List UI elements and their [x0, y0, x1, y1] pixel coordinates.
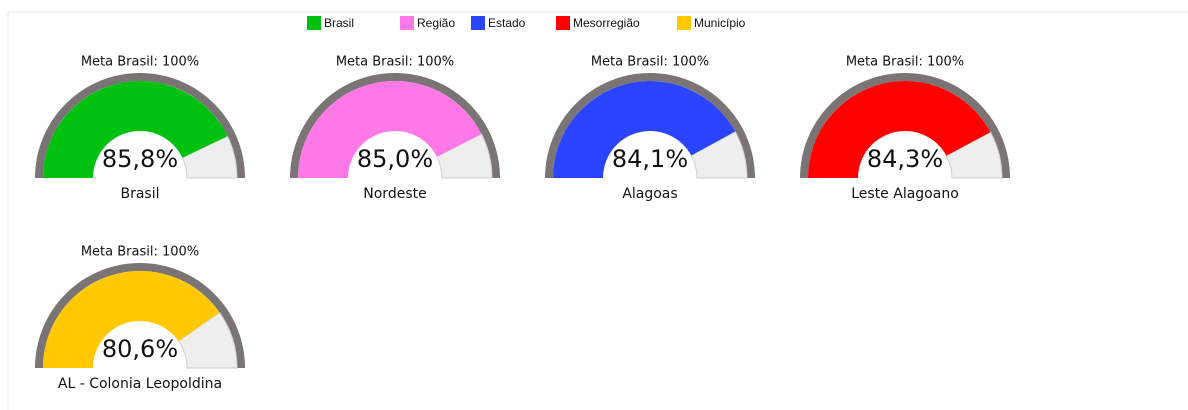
legend-label: Estado	[488, 16, 526, 30]
gauge-ring	[545, 73, 755, 179]
gauge-title: Meta Brasil: 100%	[336, 55, 454, 70]
legend-swatch	[677, 16, 691, 30]
gauge-ring	[800, 73, 1010, 179]
gauge-value-arc	[807, 80, 991, 178]
legend-swatch	[307, 16, 321, 30]
gauge-title: Meta Brasil: 100%	[846, 55, 964, 70]
gauge-value-label: 84,1%	[612, 145, 688, 173]
gauge-value-label: 84,3%	[867, 145, 943, 173]
gauge-category: Nordeste	[363, 186, 426, 202]
legend-label: Município	[694, 16, 746, 30]
legend-swatch	[400, 16, 414, 30]
gauge-title: Meta Brasil: 100%	[591, 55, 709, 70]
gauge-remainder	[436, 133, 493, 179]
gauge-category: AL - Colonia Leopoldina	[58, 376, 222, 392]
gauge-remainder	[177, 311, 238, 369]
gauge-category: Alagoas	[622, 186, 677, 202]
legend-swatch	[556, 16, 570, 30]
gauge-value-arc	[43, 270, 220, 368]
gauge-remainder	[690, 130, 748, 179]
gauge-value-label: 80,6%	[102, 335, 178, 363]
legend-swatch	[471, 16, 485, 30]
gauge-value-label: 85,8%	[102, 145, 178, 173]
legend-label: Mesorregião	[573, 16, 640, 30]
gauge-title: Meta Brasil: 100%	[81, 55, 199, 70]
gauge-ring	[290, 73, 500, 179]
gauge-value-label: 85,0%	[357, 145, 433, 173]
gauge-remainder	[181, 135, 238, 179]
gauge-value-arc	[298, 80, 482, 178]
gauge-ring	[35, 263, 245, 369]
gauge-remainder	[945, 131, 1003, 179]
gauge-category: Brasil	[120, 186, 159, 202]
gauge-value-arc	[553, 80, 736, 178]
frame	[7, 11, 1188, 410]
gauge-title: Meta Brasil: 100%	[81, 245, 199, 260]
gauge-ring	[35, 73, 245, 179]
gauge-category: Leste Alagoano	[851, 186, 959, 202]
legend-label: Região	[417, 16, 455, 30]
legend-label: Brasil	[324, 16, 354, 30]
gauge-value-arc	[43, 80, 228, 178]
